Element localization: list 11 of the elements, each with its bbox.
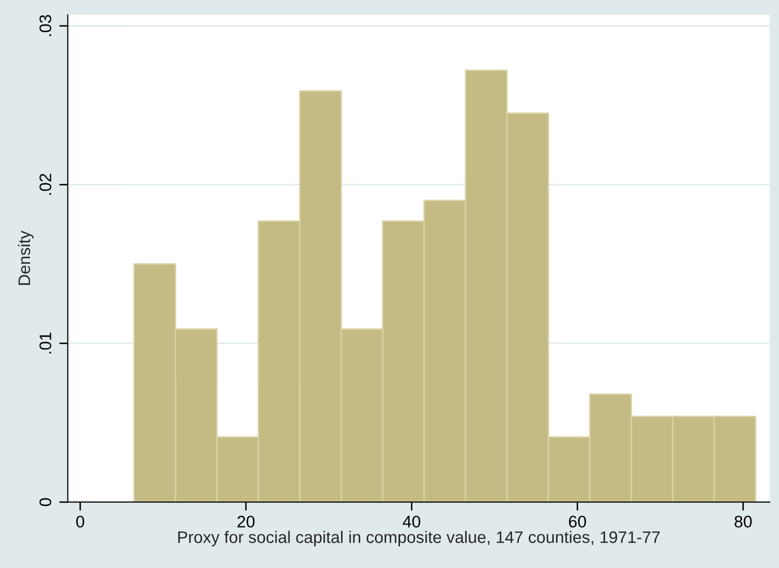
- x-tick-label: 60: [568, 516, 586, 528]
- x-tick-label: 20: [238, 516, 255, 528]
- x-tick-label: 0: [76, 516, 84, 528]
- x-axis-title: Proxy for social capital in composite value, 147 counties, 1971-77: [178, 530, 660, 546]
- x-tick-label: 80: [734, 516, 752, 528]
- y-tick-label: .03: [39, 15, 52, 36]
- x-tick-label: 40: [402, 516, 420, 528]
- y-axis-title: Density: [18, 230, 34, 285]
- y-tick-label: .02: [39, 174, 52, 195]
- y-tick-label: .01: [39, 332, 52, 354]
- y-tick-label: 0: [39, 498, 52, 506]
